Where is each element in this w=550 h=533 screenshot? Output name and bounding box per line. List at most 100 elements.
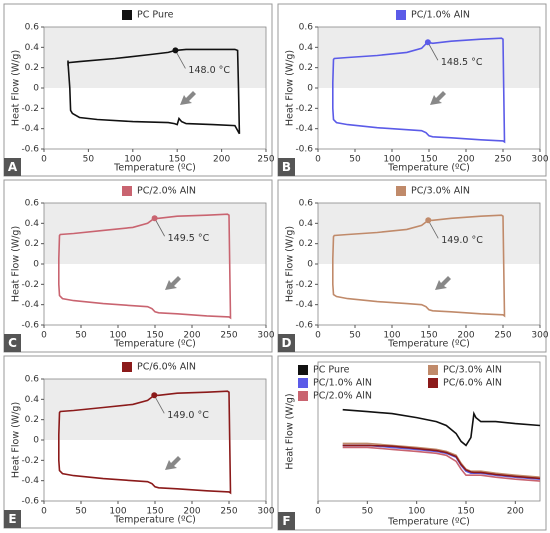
x-tick-label: 300 (257, 507, 274, 517)
y-tick-label: -0.6 (295, 145, 313, 155)
x-tick-label: 100 (408, 507, 425, 517)
legend-swatch (122, 362, 132, 372)
x-tick-label: 0 (315, 507, 321, 517)
annotation-point (425, 217, 432, 224)
y-tick-label: 0.4 (25, 219, 40, 229)
x-tick-label: 300 (531, 155, 548, 165)
x-tick-label: 150 (457, 507, 474, 517)
annotation-text: 148.0 °C (188, 65, 230, 76)
legend-label: PC/6.0% AlN (443, 378, 502, 389)
annotation-point (151, 392, 158, 399)
y-tick-label: 0 (307, 260, 313, 270)
x-tick-label: 100 (109, 331, 126, 341)
annotation-point (151, 215, 158, 222)
y-tick-label: -0.2 (21, 104, 39, 114)
annotation-point (172, 47, 179, 54)
legend-swatch (396, 10, 406, 20)
y-tick-label: -0.2 (21, 456, 39, 466)
series-line (342, 408, 541, 447)
annotation-leader (154, 218, 165, 237)
legend-swatch (298, 365, 308, 375)
x-tick-label: 200 (507, 507, 524, 517)
x-axis-title: Temperature (ºC) (113, 339, 196, 350)
x-tick-label: 150 (146, 331, 163, 341)
panel-border (3, 355, 273, 529)
y-tick-label: 0.6 (299, 199, 314, 209)
legend-label: PC Pure (137, 10, 174, 21)
x-tick-label: 100 (383, 155, 400, 165)
panel-letter-box (4, 334, 21, 352)
legend-label: PC/3.0% AlN (443, 365, 502, 376)
x-tick-label: 150 (169, 155, 186, 165)
series-line (342, 444, 541, 480)
y-axis-title: Heat Flow (W/g) (285, 226, 296, 302)
y-tick-label: 0 (33, 436, 39, 446)
y-tick-label: 0.4 (25, 395, 40, 405)
y-tick-label: -0.6 (21, 145, 39, 155)
panel-letter-box (4, 158, 21, 176)
x-tick-label: 50 (75, 507, 87, 517)
series-line (58, 390, 232, 495)
x-tick-label: 0 (315, 155, 321, 165)
arrow (430, 91, 446, 105)
x-tick-label: 100 (124, 155, 141, 165)
annotation-text: 149.0 °C (167, 410, 209, 421)
y-axis-title: Heat Flow (W/g) (285, 393, 296, 469)
y-tick-label: 0.6 (25, 375, 40, 385)
x-tick-label: 0 (41, 331, 47, 341)
y-tick-label: -0.4 (295, 124, 313, 134)
y-tick-label: 0.4 (299, 219, 314, 229)
y-tick-label: -0.2 (21, 280, 39, 290)
arrow (165, 276, 181, 290)
y-tick-label: 0.2 (25, 415, 39, 425)
y-tick-label: -0.2 (295, 104, 313, 114)
legend-swatch (428, 365, 438, 375)
x-tick-label: 300 (531, 331, 548, 341)
y-tick-label: 0 (307, 84, 313, 94)
legend-swatch (298, 378, 308, 388)
x-tick-label: 300 (257, 331, 274, 341)
y-tick-label: 0 (33, 260, 39, 270)
y-tick-label: -0.4 (21, 300, 39, 310)
panel-border (3, 179, 273, 353)
y-axis-title: Heat Flow (W/g) (11, 226, 22, 302)
x-tick-label: 250 (257, 155, 274, 165)
x-tick-label: 50 (362, 507, 374, 517)
y-tick-label: 0.2 (299, 239, 313, 249)
annotation-leader (427, 220, 439, 239)
y-tick-label: 0.2 (299, 63, 313, 73)
legend-label: PC/3.0% AlN (411, 186, 470, 197)
legend-label: PC/2.0% AlN (313, 391, 372, 402)
y-tick-label: -0.2 (295, 280, 313, 290)
y-tick-label: -0.4 (295, 300, 313, 310)
x-tick-label: 100 (383, 331, 400, 341)
series-line (58, 213, 232, 320)
y-tick-label: -0.4 (21, 124, 39, 134)
annotation-text: 149.5 °C (168, 233, 210, 244)
x-axis-title: Temperature (ºC) (387, 163, 470, 174)
arrow (180, 91, 196, 105)
x-tick-label: 250 (494, 331, 511, 341)
panel-letter: F (282, 514, 290, 528)
y-tick-label: -0.6 (295, 321, 313, 331)
arrow (165, 456, 181, 470)
panel-letter: E (8, 512, 16, 526)
series-line (342, 446, 541, 482)
x-tick-label: 250 (494, 155, 511, 165)
plot-frame (317, 361, 541, 502)
y-axis-title: Heat Flow (W/g) (11, 402, 22, 478)
x-axis-title: Temperature (ºC) (113, 515, 196, 526)
legend-label: PC/1.0% AlN (411, 10, 470, 21)
y-tick-label: 0.6 (25, 199, 40, 209)
panel-border (3, 3, 273, 177)
x-tick-label: 50 (83, 155, 95, 165)
x-tick-label: 50 (349, 155, 361, 165)
x-tick-label: 150 (146, 507, 163, 517)
y-axis-title: Heat Flow (W/g) (285, 50, 296, 126)
x-tick-label: 150 (420, 155, 437, 165)
panel-letter-box (278, 512, 295, 530)
x-tick-label: 200 (213, 155, 230, 165)
x-tick-label: 50 (349, 331, 361, 341)
series-line (332, 37, 506, 144)
